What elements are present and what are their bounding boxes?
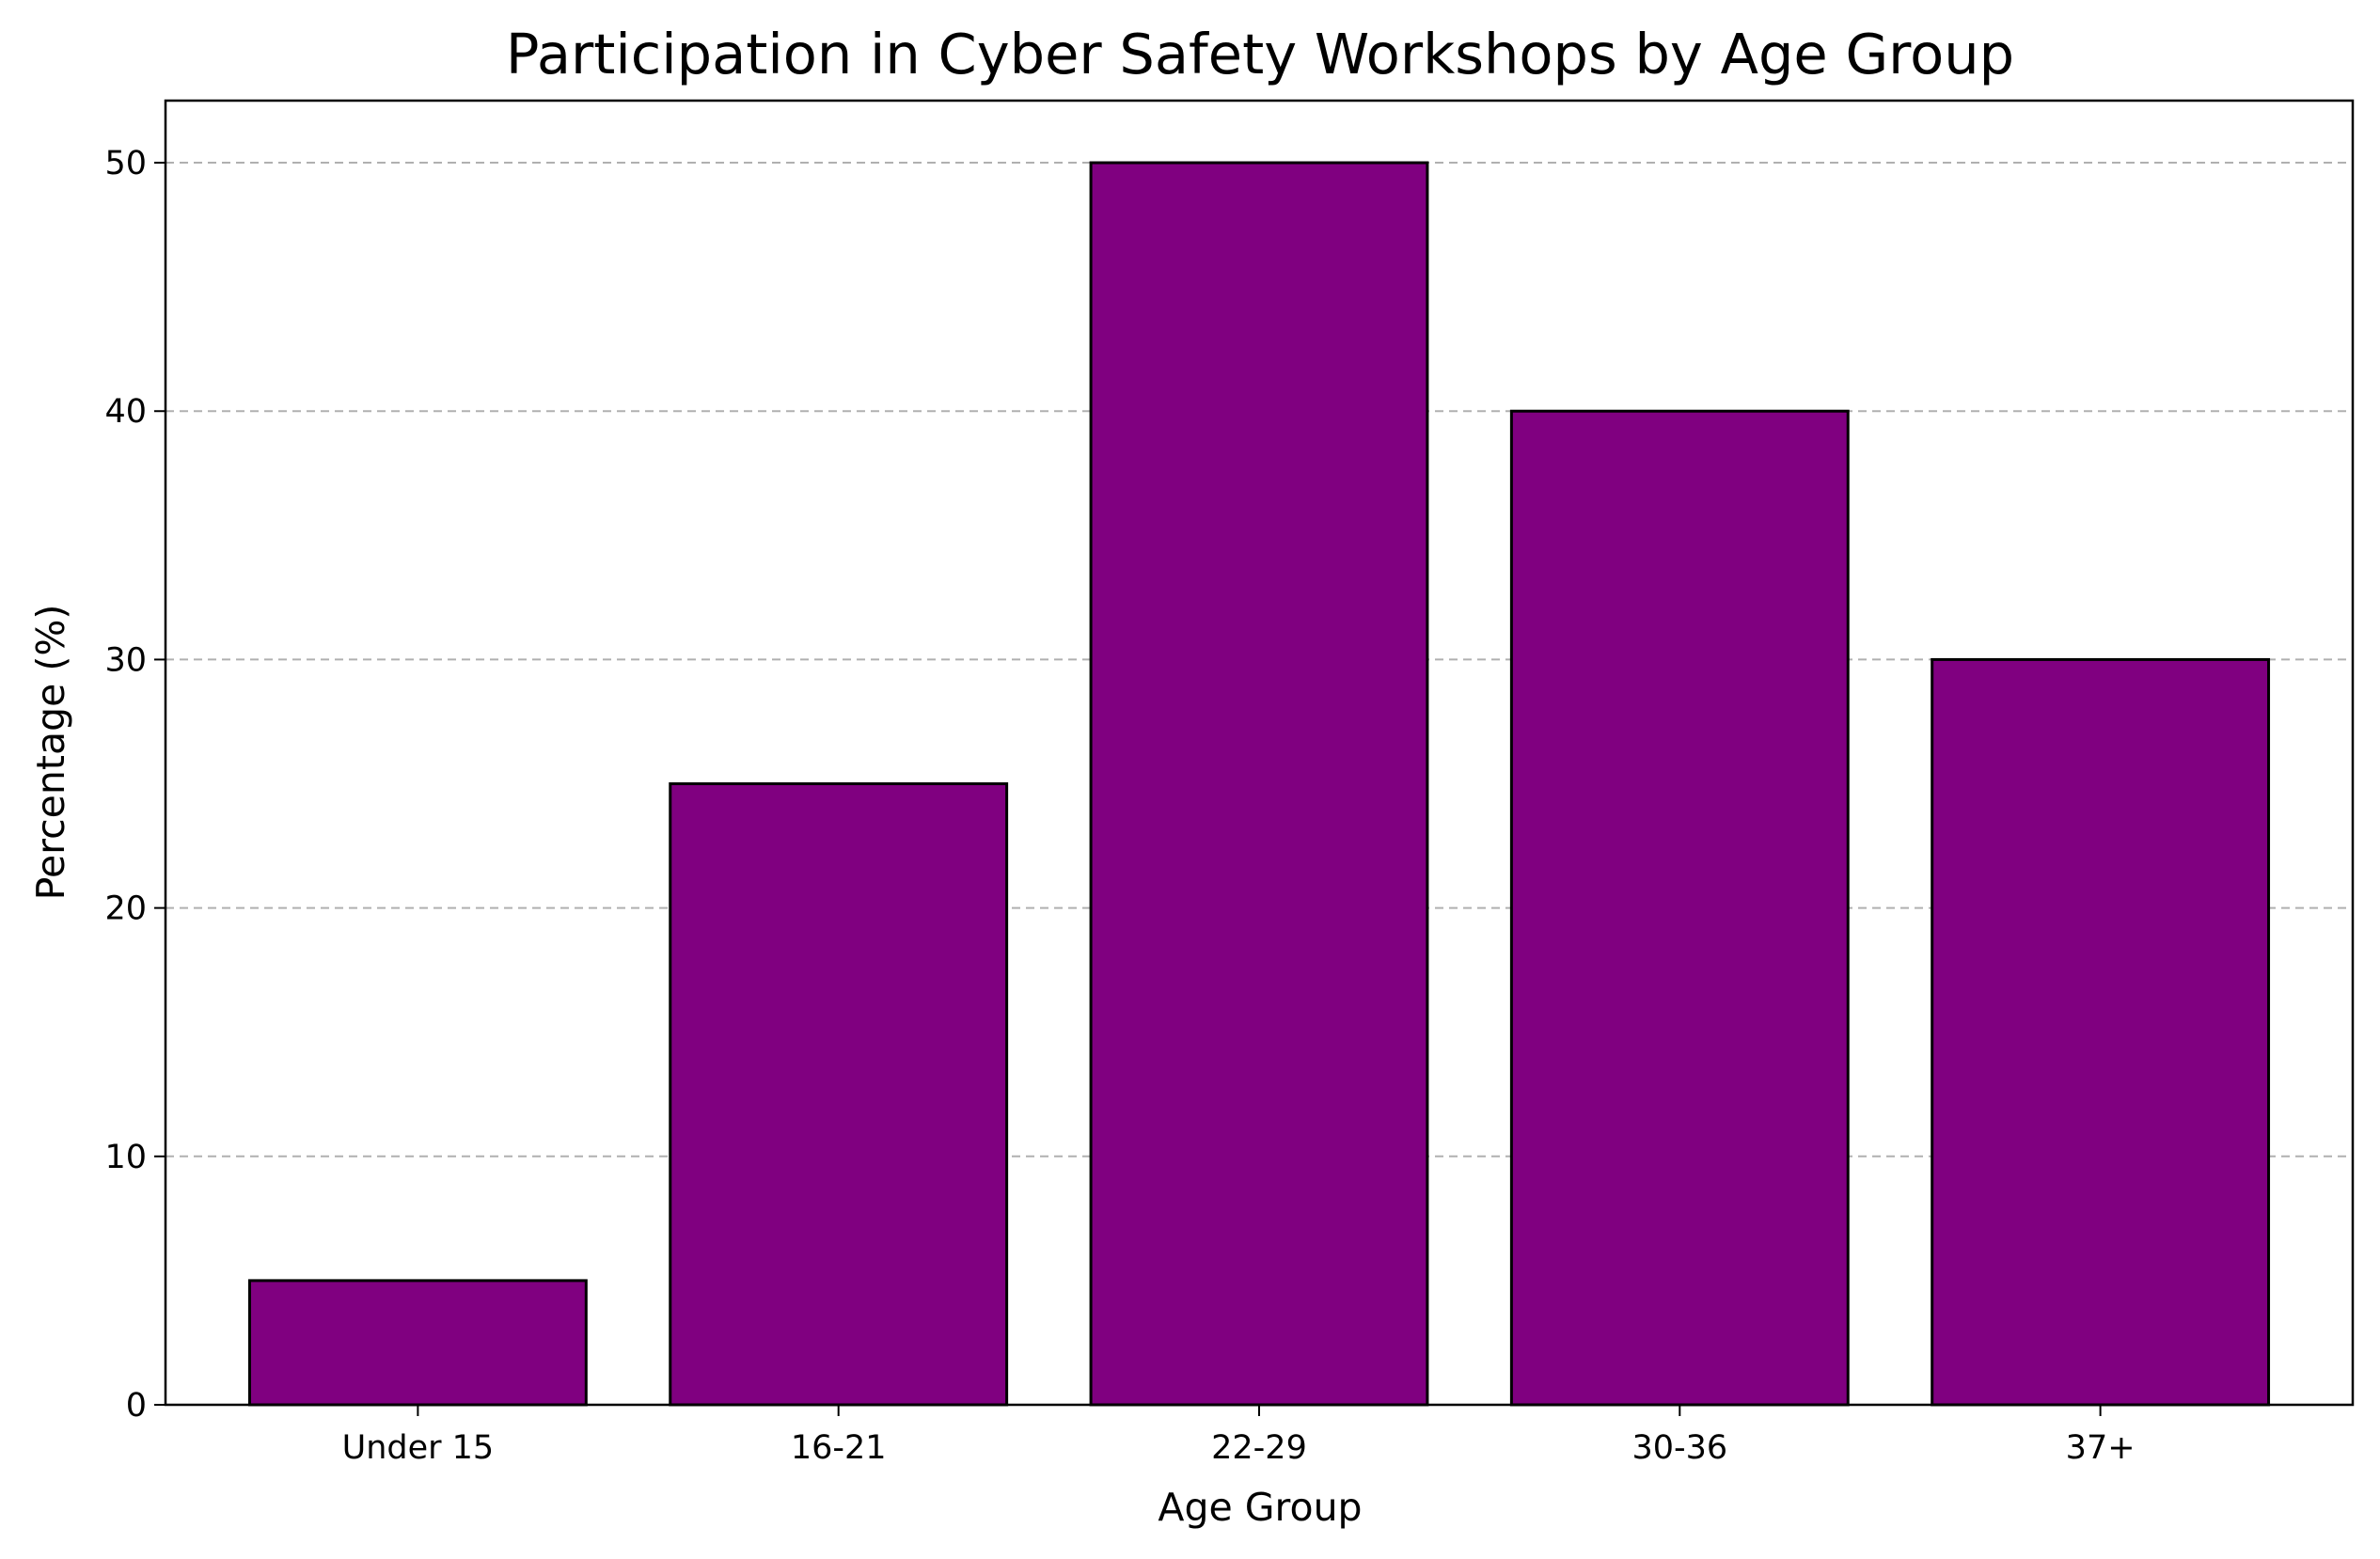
bar-22-29 xyxy=(1089,161,1429,1407)
y-tick-label: 30 xyxy=(104,641,147,679)
y-axis-label: Percentage (%) xyxy=(28,605,73,901)
x-axis-ticks: Under 15 16-21 22-29 30-36 37+ xyxy=(342,1405,2136,1467)
bars xyxy=(247,161,2271,1407)
x-tick-label: 16-21 xyxy=(791,1429,887,1467)
x-axis-label: Age Group xyxy=(1158,1485,1362,1530)
bar-16-21 xyxy=(669,782,1009,1407)
y-tick-label: 0 xyxy=(126,1387,147,1425)
y-tick-label: 10 xyxy=(104,1139,147,1176)
chart-title: Participation in Cyber Safety Workshops … xyxy=(506,22,2014,87)
x-tick-label: Under 15 xyxy=(342,1429,495,1467)
bar-30-36 xyxy=(1509,409,1850,1407)
bar-under-15 xyxy=(247,1279,588,1407)
y-tick-label: 20 xyxy=(104,890,147,928)
y-tick-label: 50 xyxy=(104,145,147,182)
x-tick-label: 30-36 xyxy=(1631,1429,1727,1467)
y-axis-ticks: 0 10 20 30 40 50 xyxy=(104,145,165,1425)
y-tick-label: 40 xyxy=(104,393,147,431)
x-tick-label: 37+ xyxy=(2066,1429,2136,1467)
x-tick-label: 22-29 xyxy=(1211,1429,1307,1467)
bar-37- xyxy=(1931,657,2271,1407)
